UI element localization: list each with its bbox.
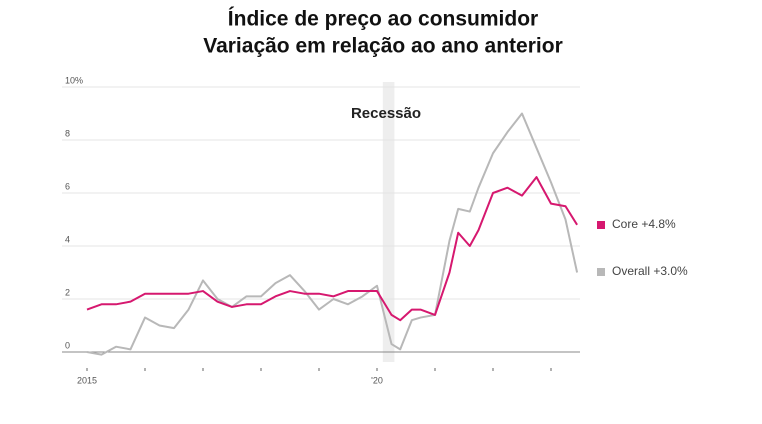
legend-label: Core +4.8% <box>612 217 676 231</box>
y-tick-label: 4 <box>65 234 70 244</box>
y-tick-label: 0 <box>65 340 70 350</box>
x-tick-label: 2015 <box>77 375 97 385</box>
recession-label: Recessão <box>351 105 421 122</box>
chart-subtitle: Variação em relação ao ano anterior <box>203 35 563 58</box>
legend-swatch <box>597 268 605 276</box>
legend-swatch <box>597 221 605 229</box>
series-line <box>86 112 579 356</box>
chart-title: Índice de preço ao consumidor <box>228 8 538 31</box>
x-tick-label: '20 <box>371 375 383 385</box>
y-tick-label: 10% <box>65 75 83 85</box>
y-tick-label: 2 <box>65 287 70 297</box>
recession-band <box>382 82 395 362</box>
y-tick-label: 8 <box>65 128 70 138</box>
series-line <box>86 176 578 322</box>
y-tick-label: 6 <box>65 181 70 191</box>
legend-label: Overall +3.0% <box>612 264 688 278</box>
